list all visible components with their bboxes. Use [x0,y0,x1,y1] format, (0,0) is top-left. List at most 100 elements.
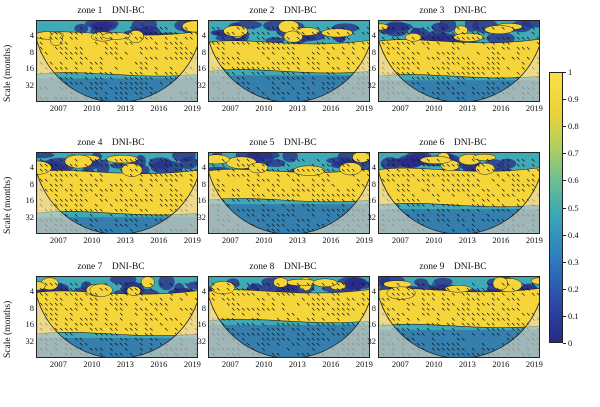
phase-arrow [114,51,118,55]
phase-arrow [516,322,520,326]
phase-arrow [99,56,103,60]
phase-arrow [401,66,405,70]
phase-arrow [446,66,450,70]
phase-arrow [396,173,400,177]
phase-arrow [64,198,68,202]
phase-arrow [361,282,365,286]
coherence-map [209,153,369,233]
phase-arrow [296,302,300,306]
phase-arrow [99,61,103,65]
phase-arrow [74,61,78,65]
phase-arrow [456,173,460,177]
phase-arrow [281,76,285,80]
high-coherence-region [209,289,369,323]
phase-arrow [396,66,400,70]
phase-arrow [286,287,290,291]
phase-arrow [64,307,68,311]
phase-arrow [441,302,445,306]
phase-arrow [361,292,365,296]
phase-arrow [356,287,360,291]
phase-arrow [231,173,235,177]
phase-arrow [261,322,265,326]
phase-arrow [99,31,103,35]
phase-arrow [521,61,525,65]
phase-arrow [226,287,230,291]
x-tick-label: 2010 [255,235,273,245]
phase-arrow [109,228,113,232]
phase-arrow [39,302,43,306]
phase-arrow [84,198,88,202]
phase-arrow [476,312,480,316]
high-coherence-region [312,278,338,287]
phase-arrow [286,208,290,212]
phase-arrow [306,203,310,207]
phase-arrow [129,213,133,217]
phase-arrow [501,56,505,60]
phase-arrow [296,322,300,326]
phase-arrow [179,198,183,202]
phase-arrow [381,163,385,167]
phase-arrow [79,183,83,187]
phase-arrow [406,327,410,331]
phase-arrow [94,332,98,336]
phase-arrow [416,317,420,321]
phase-arrow [471,203,475,207]
phase-arrow [341,163,345,167]
phase-arrow [154,26,158,30]
phase-arrow [39,178,43,182]
phase-arrow [74,213,78,217]
phase-arrow [391,158,395,162]
phase-arrow [139,158,143,162]
phase-arrow [84,86,88,90]
phase-arrow [391,173,395,177]
phase-arrow [139,307,143,311]
phase-arrow [246,158,250,162]
phase-arrow [496,198,500,202]
phase-arrow [69,307,73,311]
phase-arrow [276,41,280,45]
phase-arrow [246,178,250,182]
phase-arrow [486,36,490,40]
phase-arrow [396,322,400,326]
phase-arrow [441,218,445,222]
phase-arrow [241,337,245,341]
colorbar [549,72,563,343]
phase-arrow [321,193,325,197]
phase-arrow [74,208,78,212]
phase-arrow [251,71,255,75]
phase-arrow [471,218,475,222]
phase-arrow [411,203,415,207]
phase-arrow [231,71,235,75]
x-tick-label: 2007 [391,359,409,369]
phase-arrow [99,36,103,40]
phase-arrow [426,46,430,50]
phase-arrow [236,208,240,212]
phase-arrow [89,218,93,222]
phase-arrow [456,312,460,316]
phase-arrow [476,292,480,296]
phase-arrow [516,307,520,311]
x-tick-label: 2013 [116,103,134,113]
phase-arrow [246,31,250,35]
high-coherence-region [37,169,197,216]
phase-arrow [301,203,305,207]
phase-arrow [94,193,98,197]
phase-arrow [54,297,58,301]
phase-arrow [104,337,108,341]
phase-arrow [286,322,290,326]
phase-arrow [64,66,68,70]
phase-arrow [261,168,265,172]
phase-arrow [511,297,515,301]
phase-arrow [104,71,108,75]
phase-arrow [129,327,133,331]
phase-arrow [64,332,68,336]
phase-arrow [189,307,193,311]
phase-arrow [321,287,325,291]
phase-arrow [391,292,395,296]
phase-arrow [491,208,495,212]
phase-arrow [481,203,485,207]
phase-arrow [261,307,265,311]
phase-arrow [301,297,305,301]
phase-arrow [49,307,53,311]
phase-arrow [316,322,320,326]
